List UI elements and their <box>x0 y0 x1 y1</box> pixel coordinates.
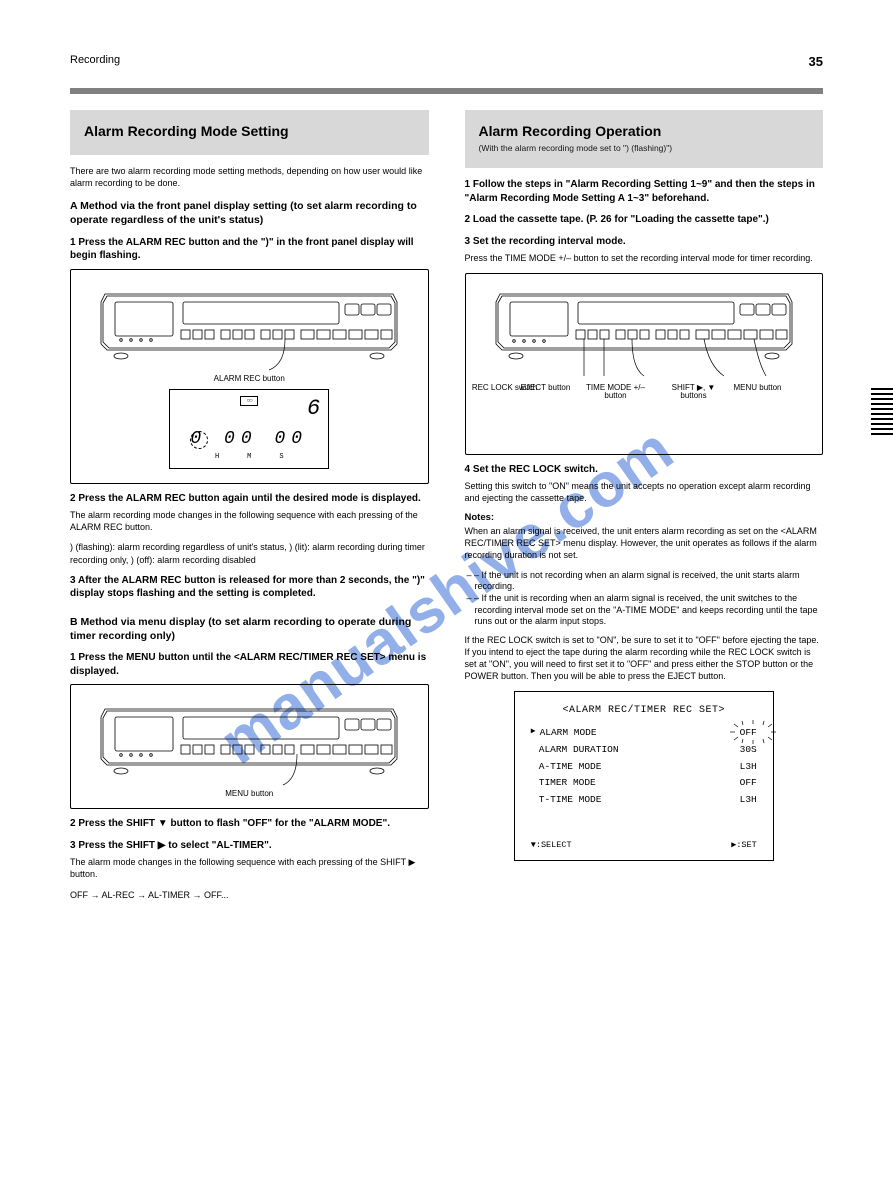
a-modes: ) (flashing): alarm recording regardless… <box>70 541 429 565</box>
r-step4-body: Setting this switch to "ON" means the un… <box>465 480 824 504</box>
lcd-counter: 0 00 00 <box>170 427 328 451</box>
callout-menu: MENU button <box>730 384 786 393</box>
left-intro: There are two alarm recording mode setti… <box>70 165 429 189</box>
note2: If the REC LOCK switch is set to "ON", b… <box>465 634 824 683</box>
osd-v2: L3H <box>740 761 757 774</box>
lcd-m: 00 <box>224 429 258 449</box>
vcr-illustration-a1 <box>99 280 399 372</box>
note1-sub2: – If the unit is recording when an alarm… <box>475 593 824 628</box>
b-step2: 2 Press the SHIFT ▼ button to flash "OFF… <box>70 817 429 831</box>
notes-title: Notes: <box>465 512 824 525</box>
left-column: Alarm Recording Mode Setting There are t… <box>70 110 429 1151</box>
lcd-display: 6 0 00 00 H M S <box>169 389 329 469</box>
columns: Alarm Recording Mode Setting There are t… <box>70 110 823 1151</box>
a-step1: 1 Press the ALARM REC button and the ")"… <box>70 236 429 263</box>
osd-k0: ALARM MODE <box>540 727 740 740</box>
header-rule <box>70 88 823 94</box>
page-number: 35 <box>809 54 823 69</box>
left-section-header: Alarm Recording Mode Setting <box>70 110 429 155</box>
a1-callout-label: ALARM REC button <box>214 374 285 383</box>
b-step1: 1 Press the MENU button until the <ALARM… <box>70 651 429 678</box>
osd-k2: A-TIME MODE <box>539 761 740 774</box>
osd-row-2: A-TIME MODE L3H <box>531 761 757 774</box>
osd-row-3: TIMER MODE OFF <box>531 777 757 790</box>
a-modes-intro: The alarm recording mode changes in the … <box>70 509 429 533</box>
vcr-illustration-b1 <box>99 695 399 787</box>
osd-k1: ALARM DURATION <box>539 744 740 757</box>
osd-menu: <ALARM REC/TIMER REC SET> ▶ ALARM MODE O… <box>514 691 774 861</box>
lcd-unit-m: M <box>247 453 251 462</box>
r-step3-intro: 3 Set the recording interval mode. <box>465 235 824 249</box>
osd-row-1: ALARM DURATION 30S <box>531 744 757 757</box>
figure-a1: ALARM REC button 6 0 00 00 H <box>70 269 429 484</box>
method-a-title: A Method via the front panel display set… <box>70 199 429 227</box>
right-section-sub: (With the alarm recording mode set to ")… <box>479 143 810 154</box>
b-modes-intro: The alarm mode changes in the following … <box>70 856 429 880</box>
callout-time-mode: TIME MODE +/– button <box>576 384 656 402</box>
note1-sub1: – If the unit is not recording when an a… <box>475 570 824 593</box>
right-section-header: Alarm Recording Operation (With the alar… <box>465 110 824 168</box>
osd-v4: L3H <box>740 794 757 807</box>
osd-title: <ALARM REC/TIMER REC SET> <box>531 704 757 718</box>
a-step2: 2 Press the ALARM REC button again until… <box>70 492 429 506</box>
osd-v1: 30S <box>740 744 757 757</box>
right-column: Alarm Recording Operation (With the alar… <box>465 110 824 1151</box>
r-step2: 2 Load the cassette tape. (P. 26 for "Lo… <box>465 213 824 227</box>
note1: When an alarm signal is received, the un… <box>465 525 824 561</box>
osd-row-4: T-TIME MODE L3H <box>531 794 757 807</box>
b1-callout-label: MENU button <box>225 789 273 798</box>
osd-footer-right: ▶:SET <box>731 840 757 851</box>
lcd-unit-h: H <box>215 453 219 462</box>
osd-k4: T-TIME MODE <box>539 794 740 807</box>
flash-ring-icon <box>728 720 778 744</box>
vcr-illustration-right <box>494 284 794 384</box>
osd-footer: ▼:SELECT ▶:SET <box>531 840 757 851</box>
lcd-h: 0 <box>190 429 207 449</box>
cassette-icon <box>240 396 258 406</box>
lcd-units: H M S <box>170 453 328 462</box>
edge-section-bars <box>871 388 893 438</box>
b-step3: 3 Press the SHIFT ▶ to select "AL-TIMER"… <box>70 839 429 853</box>
right-callouts: REC LOCK switch EJECT button TIME MODE +… <box>476 384 813 444</box>
lcd-s: 00 <box>274 429 308 449</box>
left-section-title: Alarm Recording Mode Setting <box>84 122 415 141</box>
figure-b1: MENU button <box>70 684 429 809</box>
r-step1: 1 Follow the steps in "Alarm Recording S… <box>465 178 824 205</box>
osd-row-0: ▶ ALARM MODE OFF <box>531 727 757 740</box>
osd-v0: OFF <box>740 727 757 740</box>
osd-v3: OFF <box>740 777 757 790</box>
osd-k3: TIMER MODE <box>539 777 740 790</box>
a-step3: 3 After the ALARM REC button is released… <box>70 574 429 601</box>
callout-eject: EJECT button <box>520 384 572 393</box>
b-modes: OFF → AL-REC → AL-TIMER → OFF... <box>70 889 429 901</box>
r-step3-body: Press the TIME MODE +/– button to set th… <box>465 252 824 264</box>
method-b-title: B Method via menu display (to set alarm … <box>70 615 429 643</box>
section-tag: Recording <box>70 54 120 66</box>
lcd-unit-s: S <box>279 453 283 462</box>
right-section-title: Alarm Recording Operation <box>479 122 810 141</box>
figure-right: REC LOCK switch EJECT button TIME MODE +… <box>465 273 824 455</box>
callout-shift: SHIFT ▶, ▼ buttons <box>658 384 730 402</box>
r-step4: 4 Set the REC LOCK switch. <box>465 463 824 477</box>
page: Recording 35 manualshive.com Alarm Recor… <box>0 0 893 1191</box>
lcd-six: 6 <box>307 394 320 424</box>
osd-footer-left: ▼:SELECT <box>531 840 572 851</box>
